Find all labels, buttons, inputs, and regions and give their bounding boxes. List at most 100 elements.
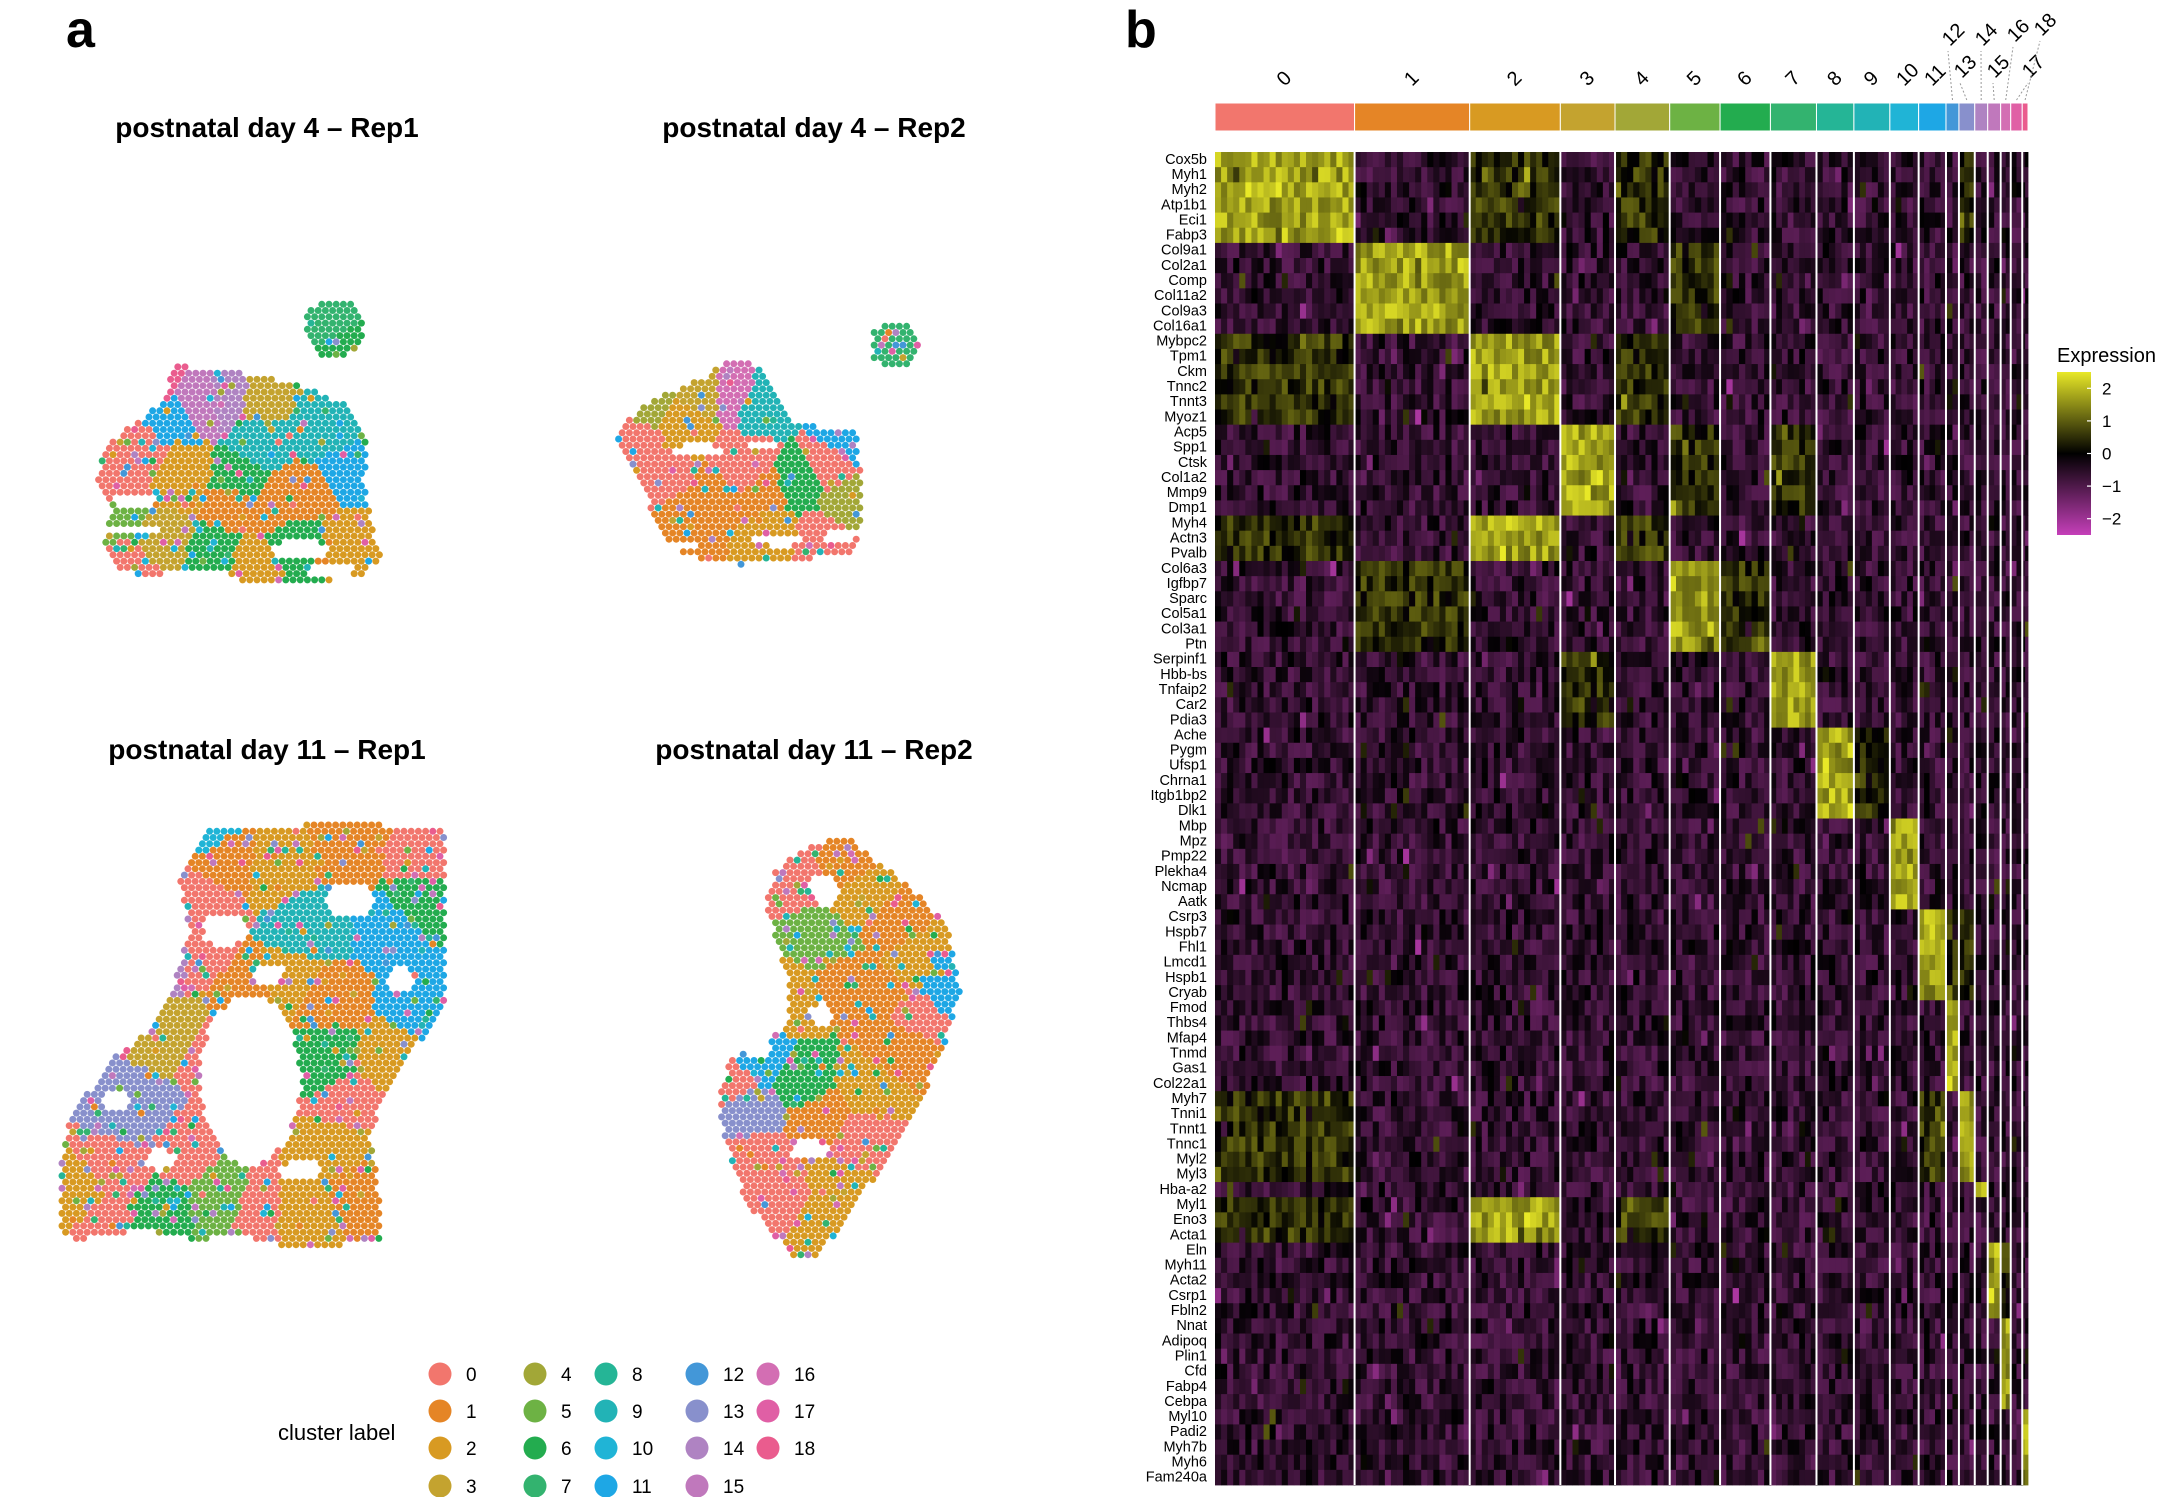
spot <box>311 501 319 509</box>
spot <box>865 1019 873 1027</box>
spot <box>773 523 781 531</box>
spot <box>321 1166 329 1173</box>
spot <box>275 451 283 459</box>
spot <box>311 426 319 433</box>
spot <box>289 388 297 396</box>
spot <box>865 944 873 952</box>
spot <box>329 532 337 540</box>
spot <box>335 990 343 998</box>
spot <box>744 485 752 493</box>
spot <box>299 1153 307 1161</box>
spot <box>815 1057 823 1064</box>
spot <box>328 1003 336 1011</box>
spot <box>260 526 268 534</box>
spot <box>195 1072 203 1080</box>
spot <box>872 1044 880 1052</box>
spot <box>127 444 135 452</box>
spot <box>844 844 852 851</box>
spot <box>368 1034 376 1042</box>
spot <box>310 1109 318 1117</box>
spot <box>382 1072 390 1080</box>
spot <box>737 410 745 418</box>
spot <box>733 504 741 512</box>
spot <box>815 1069 823 1077</box>
spot <box>144 1047 152 1054</box>
spot <box>203 451 211 459</box>
spot <box>299 865 307 873</box>
spot <box>389 884 397 892</box>
spot <box>930 1057 938 1064</box>
spot <box>364 1078 372 1086</box>
spot <box>633 454 641 462</box>
spot <box>895 347 903 355</box>
spot <box>123 1147 131 1155</box>
spot <box>227 827 235 835</box>
spot <box>148 1141 156 1148</box>
spot <box>206 1203 214 1211</box>
spot <box>195 1047 203 1054</box>
spot <box>307 482 315 490</box>
spot <box>174 375 182 383</box>
spot <box>858 1006 866 1014</box>
spot <box>811 1000 819 1008</box>
spot <box>274 834 282 841</box>
spot <box>869 1050 877 1058</box>
spot <box>303 1209 311 1217</box>
spot <box>687 510 695 518</box>
spot <box>353 984 361 992</box>
spot <box>683 516 691 524</box>
spot <box>826 938 834 945</box>
spot <box>797 1050 805 1058</box>
spot <box>318 438 326 446</box>
spot <box>876 1063 884 1071</box>
spot <box>723 510 731 518</box>
spot <box>228 532 236 540</box>
spot <box>784 529 792 537</box>
spot <box>159 1072 167 1080</box>
spot <box>213 482 221 490</box>
spot <box>818 1050 826 1058</box>
spot <box>220 865 228 873</box>
spot <box>310 884 318 892</box>
spot <box>195 1197 203 1205</box>
spot <box>119 1203 127 1211</box>
spot <box>199 407 207 415</box>
spot <box>116 1084 124 1092</box>
spot <box>894 1006 902 1014</box>
spot <box>852 435 860 443</box>
spot <box>321 307 329 314</box>
spot <box>126 1203 134 1211</box>
spot <box>826 862 834 870</box>
spot <box>923 931 931 939</box>
spot <box>209 871 217 879</box>
spot <box>170 1178 178 1186</box>
spot <box>288 1009 296 1017</box>
spot <box>332 463 340 471</box>
spot <box>730 448 738 455</box>
spot <box>221 532 229 540</box>
spot <box>332 871 340 879</box>
spot <box>195 476 203 484</box>
spot <box>198 1216 206 1224</box>
spot <box>192 557 200 565</box>
spot <box>418 871 426 879</box>
spot <box>816 535 824 543</box>
spot <box>270 852 278 860</box>
spot <box>661 404 669 412</box>
spot <box>184 1003 192 1011</box>
spot <box>797 1075 805 1083</box>
spot <box>905 1050 913 1058</box>
spot <box>314 520 322 527</box>
spot <box>773 548 781 556</box>
spot <box>274 996 282 1004</box>
spot <box>188 1147 196 1155</box>
spot <box>335 852 343 860</box>
spot <box>102 463 110 471</box>
spot <box>353 959 361 967</box>
spot <box>898 1000 906 1008</box>
spot <box>378 877 386 885</box>
spot <box>228 419 236 427</box>
spot <box>332 1034 340 1042</box>
spot <box>811 1050 819 1058</box>
spot <box>393 1003 401 1011</box>
